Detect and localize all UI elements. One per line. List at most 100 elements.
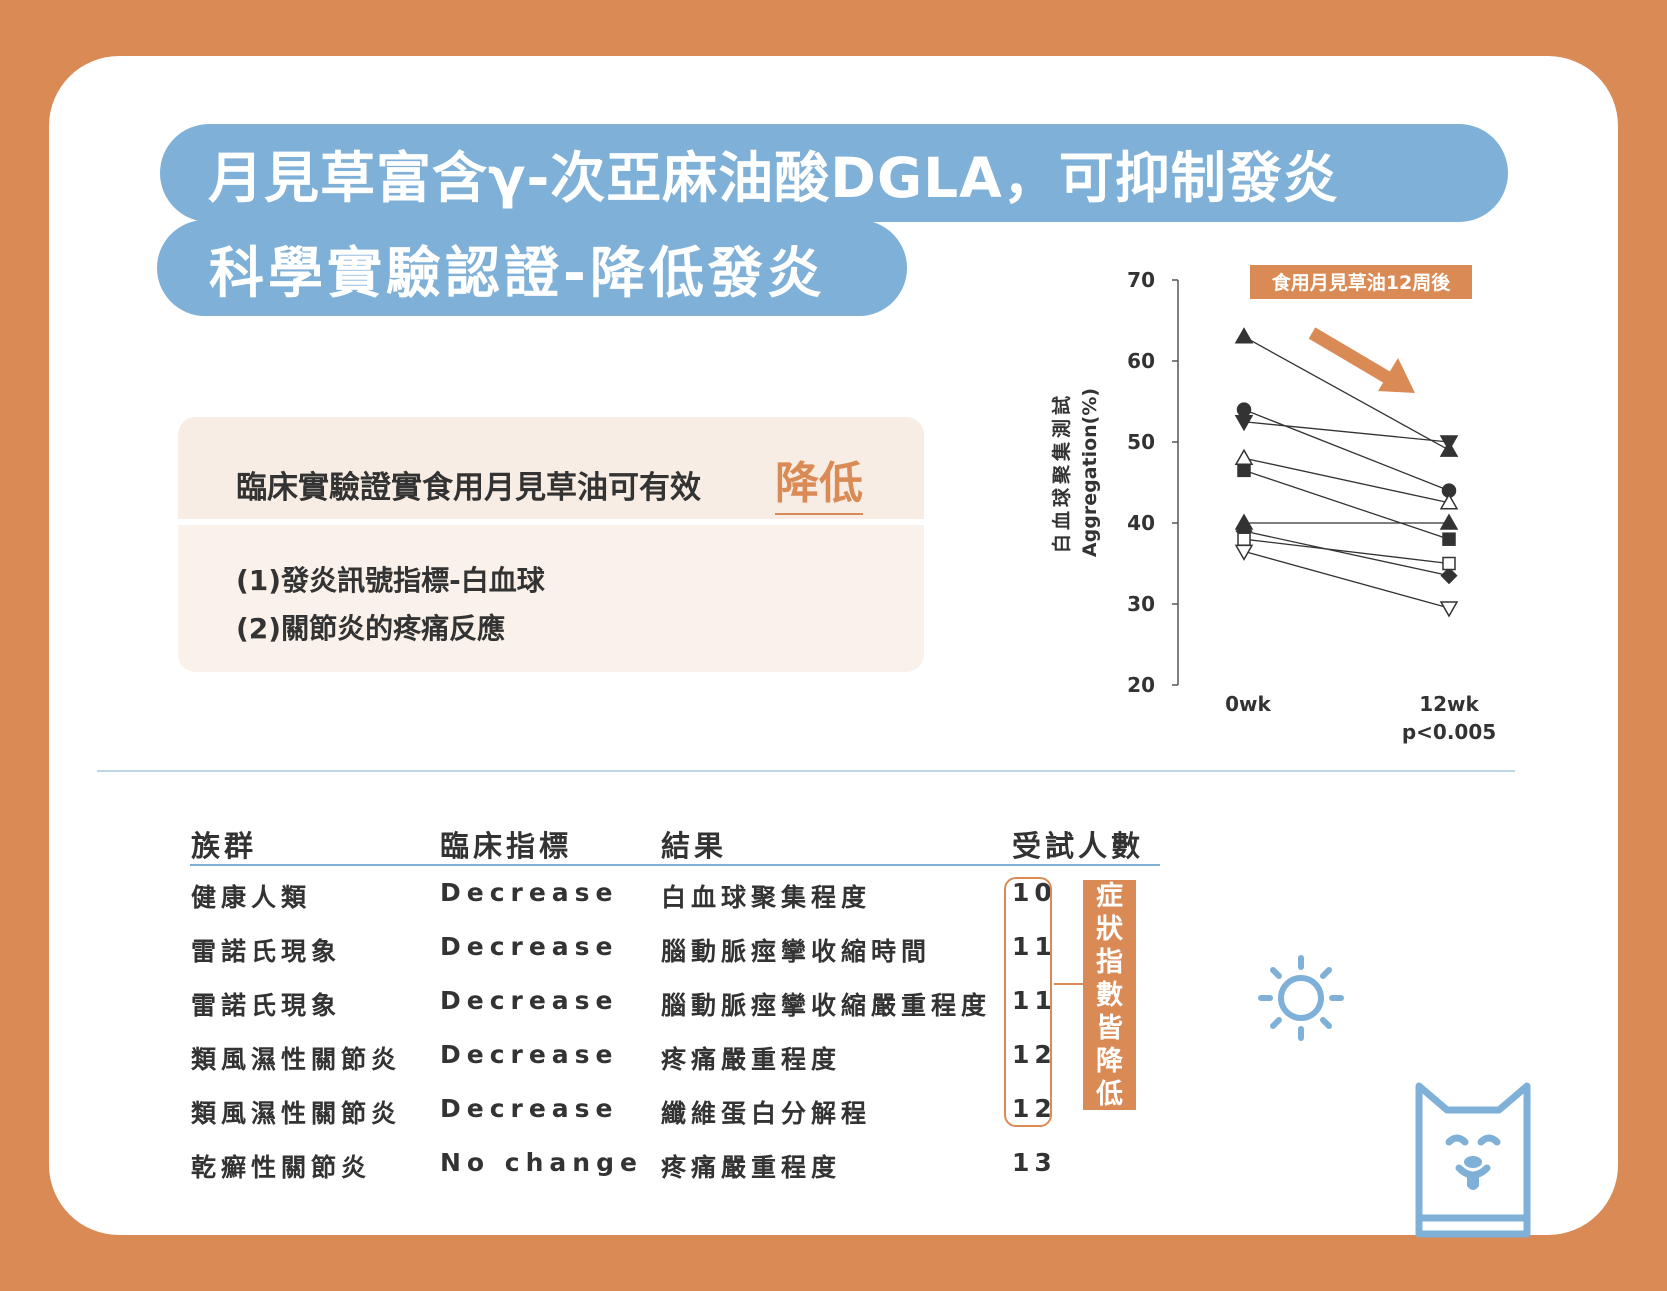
table-row: 雷諾氏現象 Decrease 腦動脈痙攣收縮時間 11 <box>0 932 1667 972</box>
symptom-label-char: 數 <box>1096 979 1123 1011</box>
cell-result: 腦動脈痙攣收縮嚴重程度 <box>661 991 992 1020</box>
point-marker <box>1234 327 1254 344</box>
point-marker <box>1439 435 1459 452</box>
chart-banner-text: 食用月見草油12周後 <box>1272 271 1451 294</box>
series-line <box>1243 408 1450 492</box>
point-marker <box>1439 493 1459 510</box>
section-divider <box>97 770 1515 772</box>
y-axis-label: 白血球聚集測試 Aggregation(%) <box>1050 388 1101 557</box>
table-header-underline <box>190 864 1160 866</box>
info-box: 臨床實驗證實食用月見草油可有效 降低 (1)發炎訊號指標-白血球 (2)關節炎的… <box>178 417 924 672</box>
data-series <box>1234 544 1459 618</box>
symptom-label-char: 指 <box>1096 946 1123 978</box>
data-series <box>1234 448 1459 510</box>
cell-result: 疼痛嚴重程度 <box>661 1045 842 1074</box>
point-marker <box>1234 415 1254 432</box>
cell-subjects: 11 <box>1012 932 1057 961</box>
title-line-2: 科學實驗認證-降低發炎 <box>157 220 907 316</box>
table-header-group: 族群 <box>191 829 258 863</box>
subjects-bracket <box>1004 877 1052 1127</box>
y-axis-label-english: Aggregation(%) <box>1079 388 1101 557</box>
y-axis-label-chinese: 白血球聚集測試 <box>1050 392 1073 553</box>
info-box-header: 臨床實驗證實食用月見草油可有效 降低 <box>178 417 924 525</box>
cell-indicator: Decrease <box>440 986 619 1015</box>
cell-group: 雷諾氏現象 <box>191 991 342 1020</box>
title-line-1: 月見草富含γ-次亞麻油酸DGLA，可抑制發炎 <box>160 124 1508 222</box>
cell-subjects: 12 <box>1012 1040 1057 1069</box>
cell-result: 白血球聚集程度 <box>661 883 872 912</box>
series-line <box>1243 469 1450 540</box>
cell-subjects: 13 <box>1012 1148 1057 1177</box>
cell-result: 纖維蛋白分解程 <box>661 1099 872 1128</box>
symptom-label-char: 皆 <box>1096 1012 1123 1044</box>
cell-subjects: 11 <box>1012 986 1057 1015</box>
point-marker <box>1234 544 1254 561</box>
data-series <box>1236 402 1457 498</box>
table-row: 雷諾氏現象 Decrease 腦動脈痙攣收縮嚴重程度 11 <box>0 986 1667 1026</box>
table-row: 類風濕性關節炎 Decrease 疼痛嚴重程度 12 <box>0 1040 1667 1080</box>
table-row: 類風濕性關節炎 Decrease 纖維蛋白分解程 12 <box>0 1094 1667 1134</box>
sun-icon <box>1258 955 1344 1041</box>
y-tick-label: 60 <box>1127 349 1155 373</box>
symptom-label-char: 降 <box>1096 1045 1123 1077</box>
y-tick-label: 40 <box>1127 511 1155 535</box>
point-marker <box>1439 601 1459 618</box>
data-series <box>1234 513 1459 530</box>
data-series <box>1237 463 1456 546</box>
point-marker <box>1442 532 1456 546</box>
symptom-label-char: 症 <box>1096 880 1123 912</box>
point-marker <box>1442 556 1456 571</box>
series-line <box>1243 457 1450 504</box>
cell-indicator: No change <box>440 1148 643 1177</box>
dog-logo-icon <box>1415 1082 1531 1238</box>
x-axis: 0wk 12wk p<0.005 <box>1225 692 1496 744</box>
table-row: 乾癬性關節炎 No change 疼痛嚴重程度 13 <box>0 1148 1667 1188</box>
info-highlight: 降低 <box>775 447 863 515</box>
y-tick-label: 50 <box>1127 430 1155 454</box>
chart-series <box>1234 327 1459 618</box>
cell-indicator: Decrease <box>440 1040 619 1069</box>
point-marker <box>1440 567 1458 585</box>
cell-indicator: Decrease <box>440 878 619 907</box>
series-line <box>1243 421 1450 443</box>
x-tick-label: 12wk <box>1419 692 1479 716</box>
symptom-label: 症狀指數皆降低 <box>1083 880 1136 1110</box>
point-marker <box>1237 532 1251 546</box>
cell-result: 腦動脈痙攣收縮時間 <box>661 937 932 966</box>
cell-group: 健康人類 <box>191 883 312 912</box>
y-axis: 20 30 40 50 60 70 <box>1127 268 1179 697</box>
series-line <box>1243 550 1450 609</box>
table-header-subjects: 受試人數 <box>1012 829 1145 863</box>
bracket-connector <box>1054 983 1084 985</box>
x-tick-label: 0wk <box>1225 692 1271 716</box>
point-marker <box>1234 448 1254 465</box>
info-heading: 臨床實驗證實食用月見草油可有效 <box>236 470 701 506</box>
info-item: (1)發炎訊號指標-白血球 <box>236 564 545 597</box>
table-row: 健康人類 Decrease 白血球聚集程度 10 <box>0 878 1667 918</box>
cell-indicator: Decrease <box>440 1094 619 1123</box>
series-line <box>1243 530 1450 577</box>
cell-result: 疼痛嚴重程度 <box>661 1153 842 1182</box>
cell-indicator: Decrease <box>440 932 619 961</box>
point-marker <box>1236 402 1252 417</box>
aggregation-chart: 20 30 40 50 60 70 白血球聚集測試 Aggregation(%) 0wk 1… <box>1050 265 1496 744</box>
cell-group: 乾癬性關節炎 <box>191 1153 372 1182</box>
chart-banner: 食用月見草油12周後 <box>1250 265 1472 299</box>
y-tick-label: 70 <box>1127 268 1155 292</box>
y-tick-label: 30 <box>1127 592 1155 616</box>
info-item: (2)關節炎的疼痛反應 <box>236 612 506 645</box>
cell-group: 類風濕性關節炎 <box>191 1045 402 1074</box>
data-series <box>1237 532 1456 571</box>
cell-group: 雷諾氏現象 <box>191 937 342 966</box>
cell-group: 類風濕性關節炎 <box>191 1099 402 1128</box>
symptom-label-char: 狀 <box>1096 913 1123 945</box>
point-marker <box>1237 463 1251 478</box>
data-series <box>1235 522 1458 585</box>
point-marker <box>1439 513 1459 530</box>
p-value-note: p<0.005 <box>1402 720 1496 744</box>
y-tick-label: 20 <box>1127 673 1155 697</box>
series-line <box>1243 336 1450 451</box>
table-header-result: 結果 <box>661 829 728 863</box>
table-header-indicator: 臨床指標 <box>440 829 573 863</box>
trend-arrow-icon <box>1308 327 1415 393</box>
